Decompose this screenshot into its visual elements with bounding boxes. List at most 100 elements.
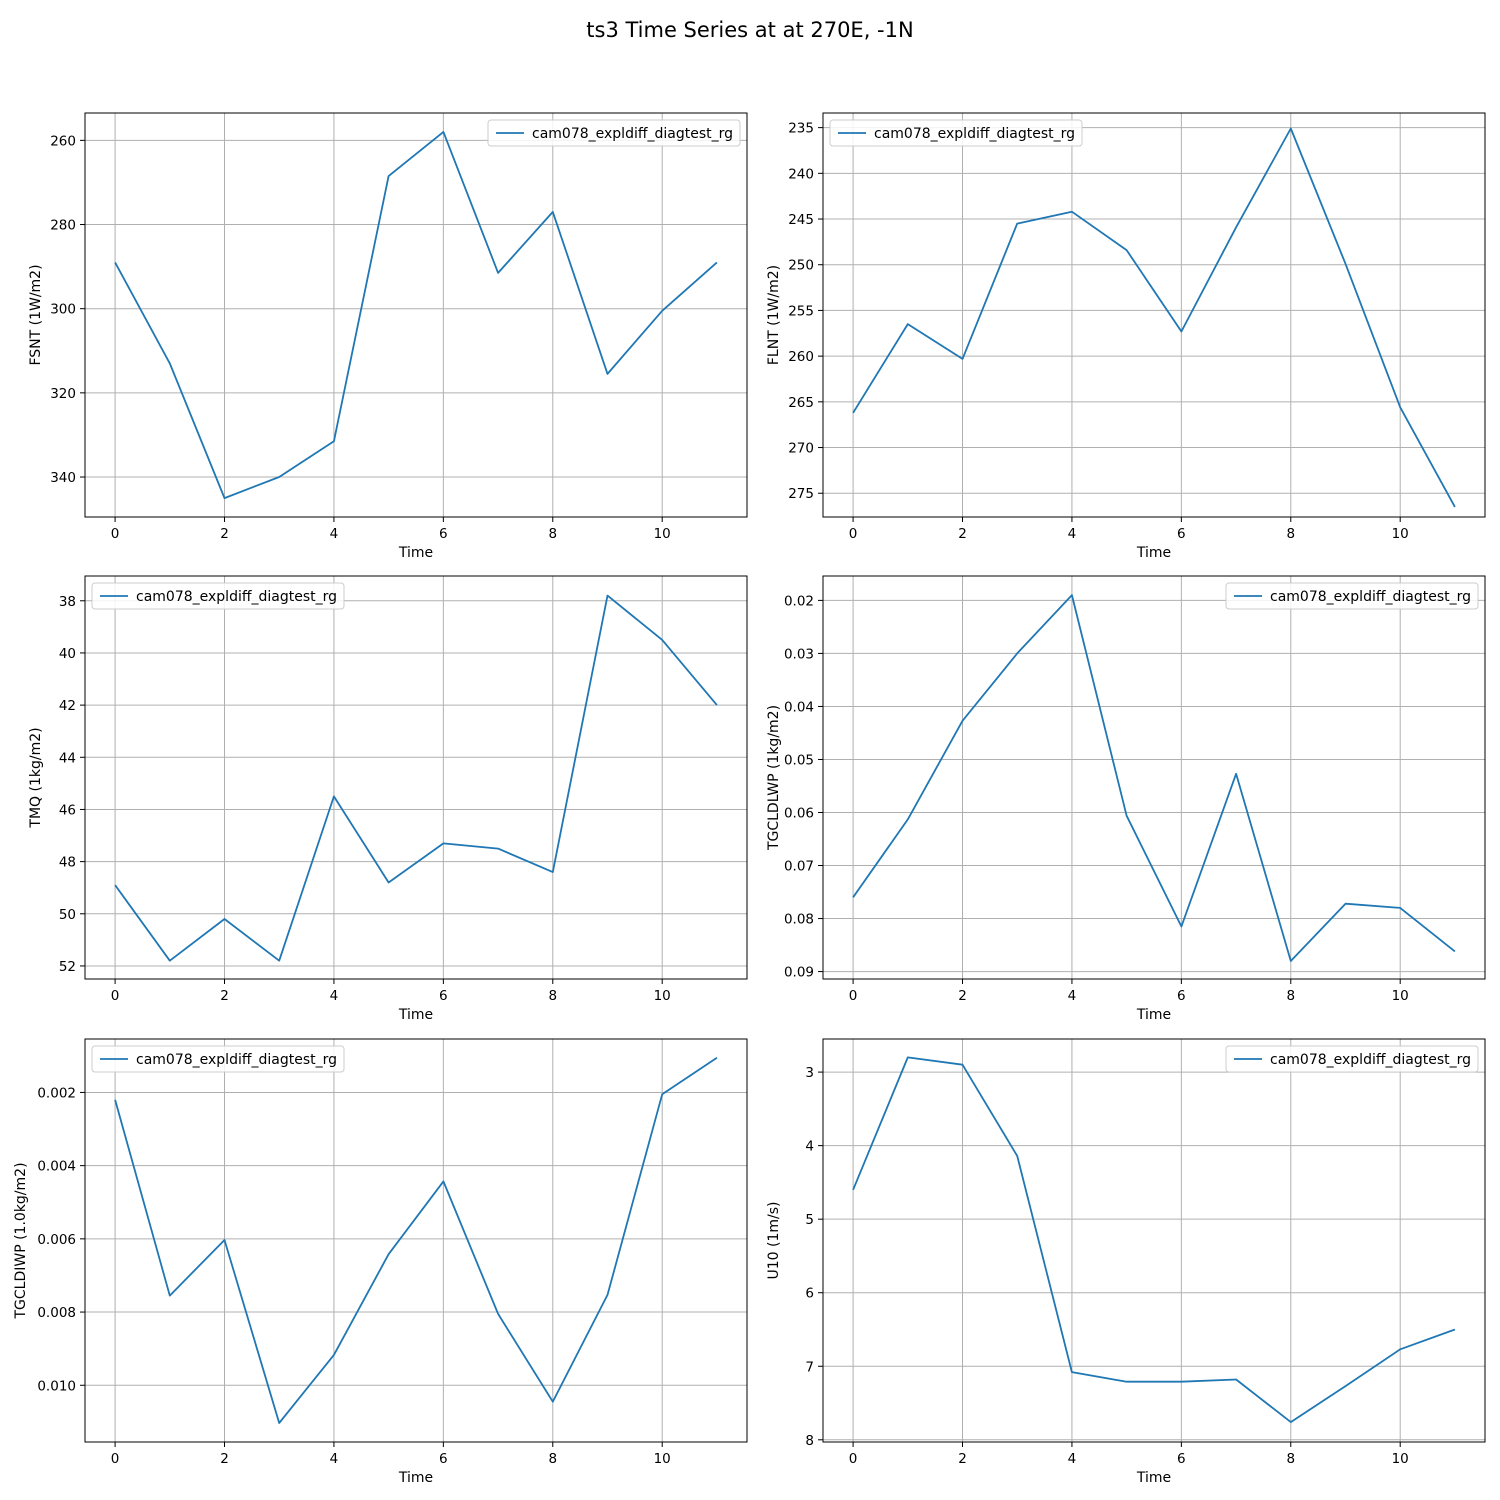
legend-label: cam078_expldiff_diagtest_rg — [874, 126, 1075, 142]
y-tick-label: 0.002 — [37, 1085, 76, 1101]
legend-label: cam078_expldiff_diagtest_rg — [532, 126, 733, 142]
x-tick-label: 10 — [654, 988, 671, 1004]
x-tick-label: 4 — [330, 526, 339, 542]
y-tick-label: 240 — [788, 166, 814, 182]
x-tick-label: 8 — [548, 526, 557, 542]
x-tick-label: 6 — [1177, 988, 1186, 1004]
x-tick-label: 6 — [439, 988, 448, 1004]
y-tick-label: 260 — [788, 349, 814, 365]
axes-frame — [822, 575, 1486, 980]
axes-frame — [822, 1038, 1486, 1443]
y-tick-label: 250 — [788, 258, 814, 274]
y-tick-label: 0.008 — [37, 1305, 76, 1321]
series-line — [852, 1056, 1456, 1423]
x-tick-label: 0 — [849, 988, 858, 1004]
x-tick-label: 10 — [654, 526, 671, 542]
x-tick-label: 2 — [220, 526, 229, 542]
x-tick-label: 6 — [439, 1451, 448, 1467]
y-tick-label: 0.010 — [37, 1378, 76, 1394]
x-tick-label: 8 — [1286, 988, 1295, 1004]
y-axis-label: TGCLDIWP (1.0kg/m2) — [13, 1162, 29, 1319]
x-tick-label: 10 — [1392, 526, 1409, 542]
y-tick-label: 265 — [788, 395, 814, 411]
y-tick-label: 235 — [788, 121, 814, 137]
y-tick-label: 300 — [50, 302, 76, 318]
x-tick-label: 0 — [111, 1451, 120, 1467]
subplot-2: 0 2 4 6 8 10 235 240 245 250 255 260 265 270 275 Time FL… — [766, 112, 1486, 561]
y-tick-label: 38 — [59, 594, 76, 610]
legend-box — [1225, 1045, 1479, 1073]
x-tick-label: 8 — [1286, 1451, 1295, 1467]
series-line — [114, 1056, 718, 1424]
subplot-6: 0 2 4 6 8 10 3 4 5 6 7 8 Time U10 (1m/s) cam078_expldi… — [766, 1038, 1486, 1486]
y-axis-label: TGCLDLWP (1kg/m2) — [766, 705, 782, 851]
legend-box — [829, 119, 1083, 147]
y-tick-label: 50 — [59, 907, 76, 923]
y-axis-label: TMQ (1kg/m2) — [28, 727, 44, 828]
x-axis-label: Time — [398, 545, 433, 561]
y-tick-label: 40 — [59, 646, 76, 662]
axes-frame — [822, 112, 1486, 518]
y-axis-label: FSNT (1W/m2) — [28, 264, 44, 365]
y-tick-label: 7 — [805, 1359, 814, 1375]
y-tick-label: 52 — [59, 959, 76, 975]
x-tick-label: 6 — [1177, 1451, 1186, 1467]
series-line — [852, 594, 1456, 962]
y-axis-label: FLNT (1W/m2) — [766, 265, 782, 365]
y-tick-label: 245 — [788, 212, 814, 228]
x-tick-label: 4 — [1068, 988, 1077, 1004]
x-tick-label: 8 — [548, 988, 557, 1004]
y-tick-label: 46 — [59, 802, 76, 818]
x-tick-label: 10 — [1392, 988, 1409, 1004]
y-tick-label: 0.06 — [784, 805, 814, 821]
legend: cam078_expldiff_diagtest_rg — [1225, 1045, 1479, 1073]
y-tick-label: 44 — [59, 750, 76, 766]
y-tick-label: 0.006 — [37, 1232, 76, 1248]
subplot-5: 0 2 4 6 8 10 0.002 0.004 0.006 0.008 0.010 Time TGCL… — [13, 1038, 748, 1486]
x-tick-label: 0 — [111, 988, 120, 1004]
axes-frame — [84, 575, 748, 980]
figure-title: ts3 Time Series at at 270E, -1N — [586, 18, 913, 42]
x-tick-label: 0 — [111, 526, 120, 542]
y-tick-label: 255 — [788, 303, 814, 319]
legend: cam078_expldiff_diagtest_rg — [1225, 582, 1479, 610]
series-line — [114, 594, 718, 962]
y-tick-label: 42 — [59, 698, 76, 714]
y-tick-label: 3 — [805, 1065, 814, 1081]
y-tick-label: 260 — [50, 133, 76, 149]
series-line — [114, 130, 718, 500]
y-tick-label: 4 — [805, 1139, 814, 1155]
x-axis-label: Time — [1136, 545, 1171, 561]
legend-label: cam078_expldiff_diagtest_rg — [136, 1052, 337, 1068]
x-tick-label: 10 — [1392, 1451, 1409, 1467]
y-tick-label: 340 — [50, 470, 76, 486]
legend-label: cam078_expldiff_diagtest_rg — [1270, 1052, 1471, 1068]
x-tick-label: 2 — [220, 988, 229, 1004]
x-axis-label: Time — [1136, 1470, 1171, 1486]
legend-box — [1225, 582, 1479, 610]
y-tick-label: 0.02 — [784, 593, 814, 609]
x-tick-label: 8 — [548, 1451, 557, 1467]
x-tick-label: 6 — [439, 526, 448, 542]
y-tick-label: 0.09 — [784, 965, 814, 981]
axes-frame — [84, 112, 748, 518]
y-tick-label: 0.08 — [784, 912, 814, 928]
x-tick-label: 4 — [1068, 1451, 1077, 1467]
y-tick-label: 5 — [805, 1212, 814, 1228]
legend-label: cam078_expldiff_diagtest_rg — [1270, 589, 1471, 605]
x-tick-label: 2 — [220, 1451, 229, 1467]
x-tick-label: 10 — [654, 1451, 671, 1467]
x-tick-label: 6 — [1177, 526, 1186, 542]
legend: cam078_expldiff_diagtest_rg — [91, 582, 345, 610]
y-tick-label: 48 — [59, 855, 76, 871]
y-tick-label: 6 — [805, 1286, 814, 1302]
axes-frame — [84, 1038, 748, 1443]
y-tick-label: 0.004 — [37, 1159, 76, 1175]
x-tick-label: 2 — [958, 1451, 967, 1467]
y-tick-label: 270 — [788, 441, 814, 457]
x-tick-label: 8 — [1286, 526, 1295, 542]
legend-box — [487, 119, 741, 147]
